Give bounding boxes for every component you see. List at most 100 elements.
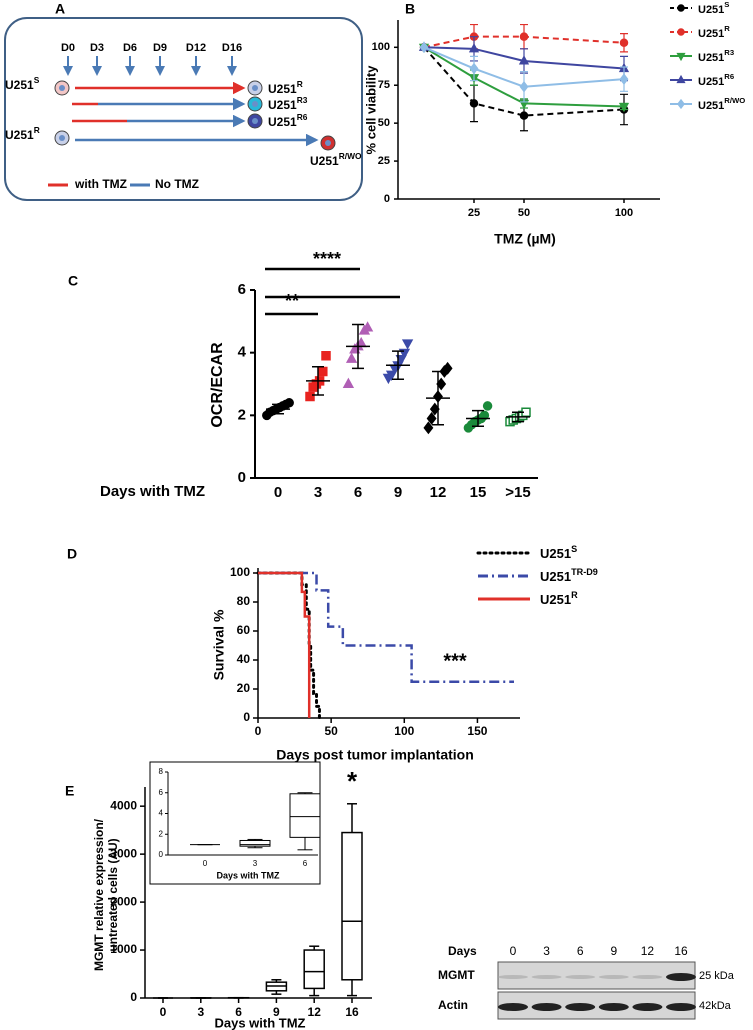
x-tick-label: 0 — [255, 724, 262, 738]
lane-label: 6 — [577, 944, 584, 958]
cell-label: U251R6 — [268, 112, 308, 129]
label-sup: R — [724, 24, 730, 33]
y-tick-label: 6 — [159, 788, 164, 797]
label-base: U251 — [310, 154, 339, 168]
y-tick-label: 25 — [378, 155, 390, 167]
y-tick-label: 0 — [130, 990, 137, 1004]
cell-label: U251R3 — [268, 95, 308, 112]
lane-label: 12 — [641, 944, 655, 958]
x-tick-label: 0 — [160, 1005, 167, 1019]
label-base: U251 — [540, 592, 571, 607]
y-tick-label: 4 — [238, 344, 247, 361]
label-base: U251 — [268, 98, 297, 112]
sd-bar — [432, 370, 444, 426]
label-sup: TR-D9 — [571, 567, 598, 577]
marker — [677, 28, 685, 36]
label-base: U251 — [698, 28, 724, 40]
sd-bar — [272, 403, 284, 415]
marker — [423, 421, 434, 435]
label-sup: R/WO — [724, 96, 745, 105]
x-tick-label: 15 — [470, 484, 487, 501]
x-axis-label: Days post tumor implantation — [276, 747, 474, 763]
sd-bar — [392, 350, 404, 381]
y-tick-label: 50 — [378, 117, 390, 129]
label-base: U251 — [540, 569, 571, 584]
x-tick-label: 3 — [253, 859, 258, 868]
x-tick-label: 100 — [615, 207, 633, 219]
band — [565, 1003, 596, 1011]
series-line — [423, 35, 625, 49]
marker — [677, 4, 685, 12]
y-tick-label: 0 — [243, 710, 250, 724]
cell-label: U251R — [5, 125, 40, 142]
legend-label: No TMZ — [155, 177, 199, 191]
y-tick-label: 40 — [237, 652, 251, 666]
label-base: U251 — [698, 76, 724, 88]
marker — [284, 398, 294, 408]
label-sup: R3 — [297, 95, 308, 105]
y-tick-label: 60 — [237, 623, 251, 637]
marker — [676, 52, 686, 62]
marker — [482, 401, 493, 411]
x-tick-label: 9 — [273, 1005, 280, 1019]
marker — [619, 73, 629, 85]
series-line — [423, 46, 625, 70]
band — [565, 975, 596, 979]
cell-nucleus — [59, 135, 65, 141]
label-base: U251 — [5, 128, 34, 142]
day-label: D0 — [61, 42, 75, 54]
legend-label: U251TR-D9 — [540, 567, 598, 584]
size-label: 42kDa — [699, 1000, 732, 1012]
y-tick-label: 1000 — [110, 942, 137, 956]
series-line — [423, 46, 625, 88]
y-tick-label: 20 — [237, 681, 251, 695]
band — [666, 1003, 696, 1011]
marker — [342, 377, 355, 388]
marker — [619, 38, 629, 48]
marker — [442, 361, 453, 375]
marker — [479, 410, 490, 421]
y-axis-label: % cell viability — [363, 65, 378, 155]
y-tick-label: 0 — [159, 850, 164, 859]
marker — [419, 41, 429, 54]
label-sup: R/WO — [339, 151, 362, 161]
cell-label: U251R — [268, 79, 303, 96]
band — [632, 1003, 663, 1011]
legend-label: U251R3 — [698, 48, 734, 64]
y-tick-label: 75 — [378, 79, 390, 91]
y-tick-label: 0 — [384, 193, 390, 205]
marker — [426, 412, 437, 425]
marker — [395, 354, 407, 366]
x-tick-label: 0 — [203, 859, 208, 868]
panel-label: C — [68, 273, 78, 289]
box — [239, 839, 271, 847]
y-tick-label: 80 — [237, 594, 251, 608]
cell-nucleus — [252, 118, 258, 124]
label-base: U251 — [5, 78, 34, 92]
band — [666, 973, 696, 981]
survival-line — [256, 571, 321, 720]
marker — [677, 98, 685, 110]
marker — [676, 74, 686, 84]
y-tick-label: 4 — [159, 809, 164, 818]
x-tick-label: 25 — [468, 207, 480, 219]
x-axis-label: Days with TMZ — [100, 483, 205, 500]
legend-label: U251R — [540, 590, 578, 607]
panel-label: D — [67, 546, 77, 562]
significance-label: * — [347, 766, 358, 796]
sd-bar — [352, 323, 364, 370]
lane-label: 3 — [543, 944, 550, 958]
marker — [321, 351, 331, 361]
y-axis-label: Survival % — [211, 609, 227, 680]
sd-bar — [512, 411, 524, 423]
day-label: D16 — [222, 42, 242, 54]
row-label: MGMT — [438, 968, 475, 982]
blot-strip — [497, 991, 696, 1020]
legend-label: U251R6 — [698, 72, 734, 88]
label-sup: R6 — [297, 112, 308, 122]
x-tick-label: 6 — [235, 1005, 242, 1019]
legend-label: with TMZ — [74, 177, 127, 191]
x-axis-label: Days with TMZ — [216, 870, 280, 880]
sd-bar — [472, 409, 484, 428]
